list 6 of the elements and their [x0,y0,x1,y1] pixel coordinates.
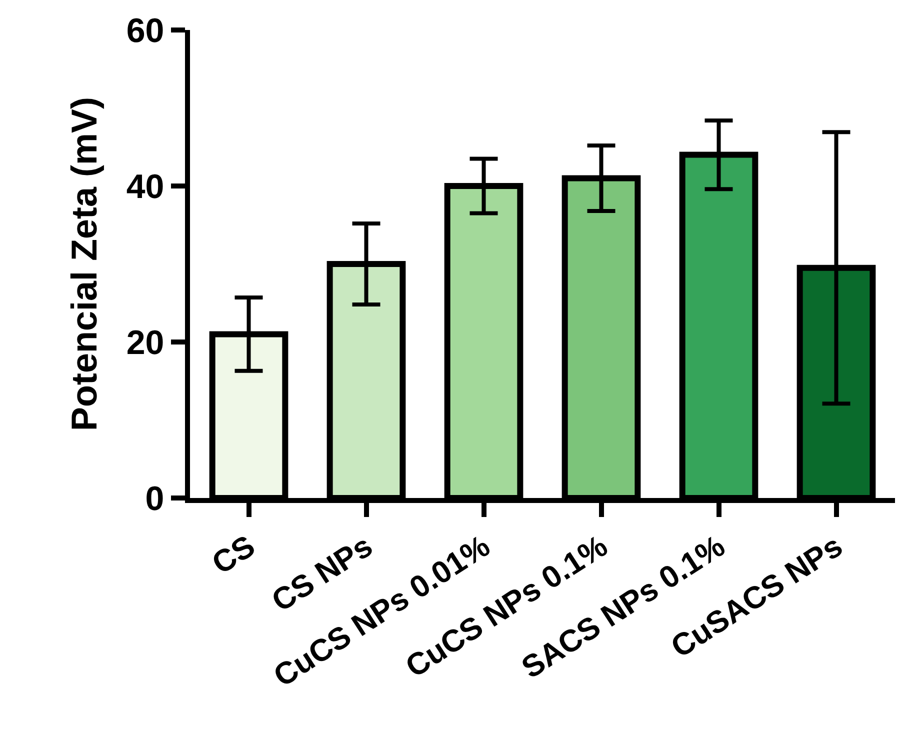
y-tick-label: 40 [126,168,164,206]
y-tick-label: 60 [126,12,164,50]
y-tick-label: 20 [126,324,164,362]
y-axis-title: Potencial Zeta (mV) [63,96,104,432]
y-tick-label: 0 [145,480,164,518]
x-tick-label: CS [206,528,262,582]
